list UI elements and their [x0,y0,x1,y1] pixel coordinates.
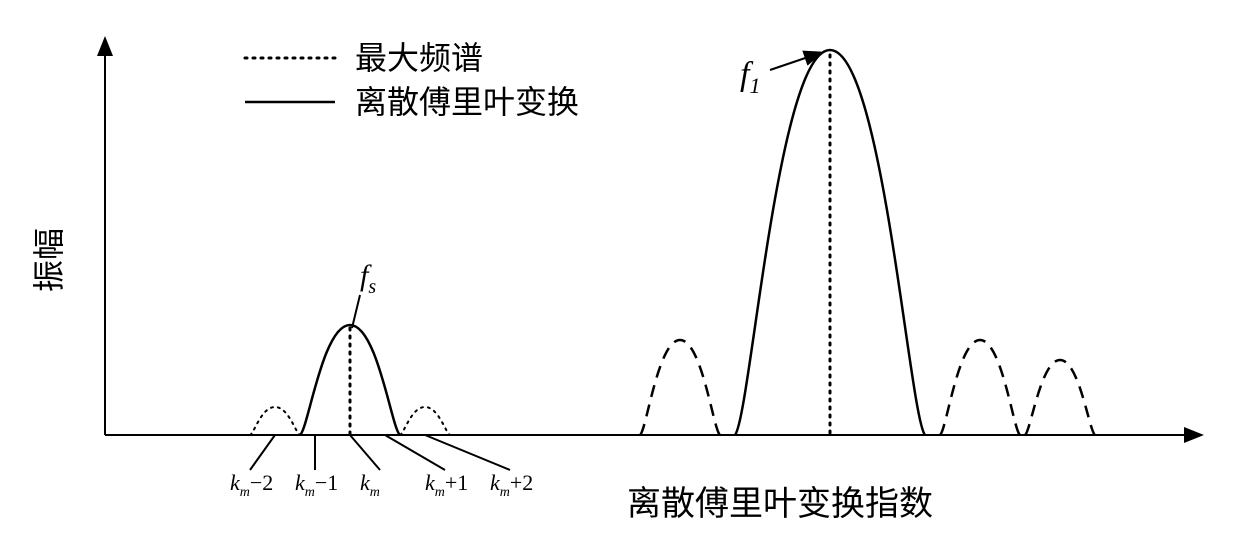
small-side-lobe [400,407,450,435]
legend-label: 最大频谱 [355,40,483,76]
chart-svg: 最大频谱离散傅里叶变换 fskm−2km−1kmkm+1km+2 f1 振幅离散… [20,20,1220,531]
small-peak: fs km−2 km−1 km km+1 km+2 [230,259,533,500]
large-side-lobe [640,340,720,435]
fs-label: fs [360,259,376,298]
bin-label: km−2 [230,470,273,500]
bin-label: km+1 [425,470,468,500]
large-side-lobe [940,340,1020,435]
y-axis-label: 振幅 [31,228,67,292]
f1-label: f1 [740,56,760,98]
x-axis-label: 离散傅里叶变换指数 [627,485,933,523]
bin-pointer [250,435,275,470]
legend: 最大频谱离散傅里叶变换 [245,40,579,120]
fs-pointer [352,295,360,328]
axis-labels: 振幅离散傅里叶变换指数 [31,228,933,523]
small-side-lobe [250,407,300,435]
bin-label: km [360,470,380,500]
bin-label: km+2 [490,470,533,500]
legend-label: 离散傅里叶变换 [355,84,579,120]
large-side-lobe [1025,360,1095,435]
large-peak: f1 [640,50,1095,435]
spectrum-diagram: 最大频谱离散傅里叶变换 fskm−2km−1kmkm+1km+2 f1 振幅离散… [20,20,1220,531]
bin-label: km−1 [295,470,338,500]
axes [105,40,1200,435]
bin-pointer [350,435,380,470]
f1-pointer [770,53,820,70]
